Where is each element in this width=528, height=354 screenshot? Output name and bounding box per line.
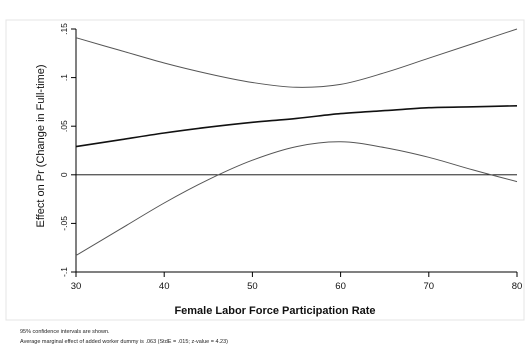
x-tick-label: 80 (512, 281, 523, 292)
series-lower-ci-line (75, 141, 518, 256)
x-tick-label: 30 (71, 281, 82, 292)
y-tick-label: 0 (59, 172, 69, 177)
x-tick-label: 40 (159, 281, 170, 292)
series-estimate-line (75, 105, 518, 148)
x-axis-label: Female Labor Force Participation Rate (174, 305, 375, 317)
y-tick-label: -.1 (59, 267, 69, 277)
x-tick-label: 50 (247, 281, 258, 292)
series-layer (75, 28, 518, 256)
x-tick-label: 60 (335, 281, 346, 292)
average-effect-note: Average marginal effect of added worker … (20, 339, 228, 345)
y-axis: -.1 -.05 0 .05 .1 .15 (59, 23, 77, 277)
y-axis-label: Effect on Pr (Change in Full-time) (35, 64, 47, 227)
y-tick-label: -.05 (59, 216, 69, 231)
graph-region (5, 19, 525, 321)
y-tick-label: .1 (59, 74, 69, 81)
x-axis: 30 40 50 60 70 80 (71, 271, 523, 292)
plot-area (76, 29, 517, 272)
y-tick-label: .15 (59, 23, 69, 35)
ci-note: 95% confidence intervals are shown. (20, 329, 110, 335)
x-tick-label: 70 (424, 281, 435, 292)
series-upper-ci-line (75, 28, 518, 88)
y-tick-label: .05 (59, 120, 69, 132)
